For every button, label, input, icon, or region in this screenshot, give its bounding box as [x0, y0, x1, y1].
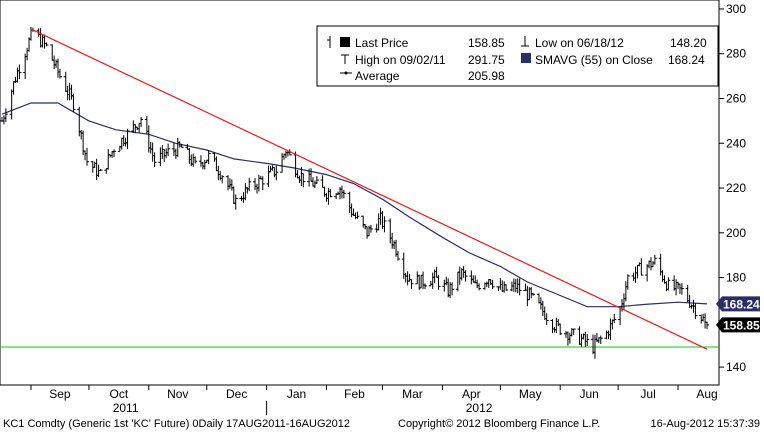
legend-last-price-icon	[327, 36, 350, 48]
legend-high-icon	[341, 54, 349, 64]
legend-low-icon	[521, 36, 529, 47]
legend-high-label: High on 09/02/11	[355, 53, 446, 67]
last-price-value-tag: 158.85	[716, 317, 760, 333]
price-series	[0, 26, 709, 359]
x-month-label: Sep	[49, 387, 71, 401]
legend-average-icon	[340, 71, 352, 75]
footer-copyright: Copyright© 2012 Bloomberg Finance L.P.	[398, 418, 600, 430]
x-month-label: Oct	[110, 387, 129, 401]
trendline-stroke	[30, 28, 708, 350]
footer-timestamp: 16-Aug-2012 15:37:39	[651, 418, 760, 430]
legend-smavg-label: SMAVG (55) on Close	[535, 53, 653, 67]
x-month-label: Jan	[287, 387, 306, 401]
footer-security-info: KC1 Comdty (Generic 1st 'KC' Future) 0Da…	[3, 418, 350, 430]
x-month-label: Feb	[344, 387, 365, 401]
y-tick-label: 240	[726, 136, 746, 150]
x-month-label: Nov	[167, 387, 188, 401]
x-month-label: Apr	[462, 387, 481, 401]
x-month-label: Mar	[402, 387, 423, 401]
x-month-label: Dec	[226, 387, 247, 401]
y-tick-label: 140	[726, 360, 746, 374]
legend-low-label: Low on 06/18/12	[535, 36, 624, 50]
smavg-line	[1, 102, 708, 308]
legend-average-label: Average	[355, 69, 400, 83]
legend: Last Price 158.85 Low on 06/18/12 148.20…	[316, 25, 719, 87]
legend-average-value: 205.98	[468, 69, 505, 83]
y-tick-label: 200	[726, 226, 746, 240]
legend-smavg-swatch	[521, 53, 531, 63]
trendline	[30, 28, 708, 350]
y-tick-label: 300	[726, 2, 746, 16]
footer: KC1 Comdty (Generic 1st 'KC' Future) 0Da…	[3, 418, 760, 430]
smavg-tag-text: 168.24	[723, 297, 760, 311]
value-tags: 168.24 158.85	[716, 296, 760, 333]
legend-low-value: 148.20	[670, 36, 707, 50]
legend-high-value: 291.75	[468, 53, 505, 67]
x-year-label: 2011	[113, 401, 139, 415]
last-price-tag-text: 158.85	[723, 318, 760, 332]
x-month-label: May	[519, 387, 542, 401]
x-axis: Sep Oct Nov Dec Jan Feb Mar Apr May Jun Jul Aug 2011…	[0, 384, 719, 415]
legend-last-price-label: Last Price	[355, 36, 409, 50]
x-month-label: Aug	[696, 387, 717, 401]
smavg-series	[1, 102, 708, 308]
y-tick-label: 280	[726, 47, 746, 61]
legend-box	[316, 25, 719, 87]
smavg-value-tag: 168.24	[716, 296, 760, 312]
x-month-label: Jul	[640, 387, 655, 401]
y-tick-label: 220	[726, 181, 746, 195]
legend-last-price-value: 158.85	[468, 36, 505, 50]
x-month-label: Jun	[579, 387, 598, 401]
y-tick-label: 260	[726, 91, 746, 105]
x-year-label: 2012	[466, 401, 493, 415]
y-tick-label: 180	[726, 271, 746, 285]
legend-smavg-value: 168.24	[668, 53, 705, 67]
